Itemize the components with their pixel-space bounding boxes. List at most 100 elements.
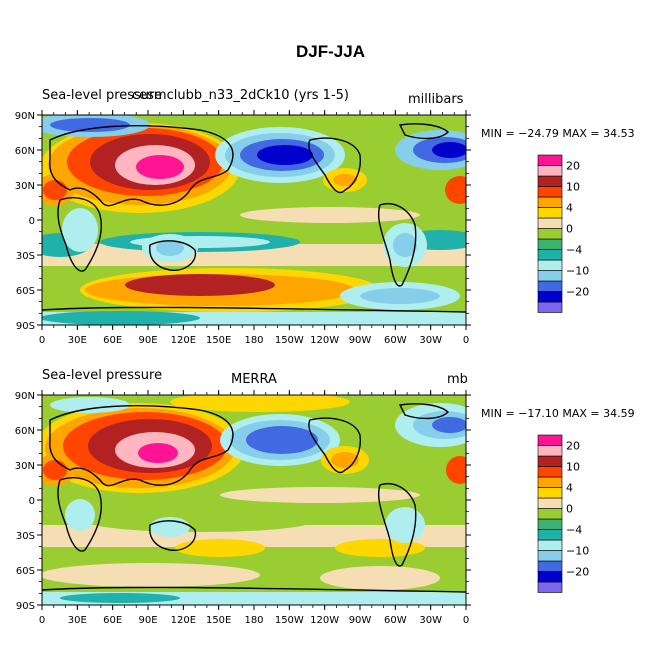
main-title: DJF-JJA: [296, 42, 365, 61]
lon-tick-label: 150W: [275, 615, 304, 626]
colorbar-swatch: [537, 280, 563, 292]
lon-tick-label: 90E: [138, 335, 157, 346]
colorbar-swatch: [537, 291, 563, 303]
colorbar-swatch: [537, 259, 563, 271]
lon-tick-label: 120E: [171, 335, 196, 346]
colorbar-swatch: [537, 476, 563, 488]
colorbar-swatch: [537, 455, 563, 467]
colorbar-swatch: [537, 539, 563, 551]
lon-tick-label: 120W: [310, 615, 339, 626]
colorbar-swatch: [537, 560, 563, 572]
colorbar-swatch: [537, 445, 563, 457]
colorbar-swatch: [537, 207, 563, 219]
colorbar-swatch: [537, 165, 563, 177]
panel-1-colorbar: −20 −10 −4 0 4 10 20: [537, 154, 589, 313]
colorbar-label: −20: [566, 286, 589, 299]
lat-tick-label: 90S: [16, 601, 35, 612]
colorbar-swatch: [537, 217, 563, 229]
panel-1-axes: 90N 60N 30N 0 30S 60S 90S 0 30E 60E 90E 120E 150E 180…: [15, 110, 471, 346]
lon-tick-label: 60E: [103, 615, 122, 626]
lon-tick-label: 90W: [349, 615, 372, 626]
colorbar-swatch: [537, 518, 563, 530]
panel-2-minmax: MIN = −17.10 MAX = 34.59: [481, 407, 635, 420]
colorbar-label: 0: [566, 223, 573, 236]
panel-1-center-label: cesmclubb_n33_2dCk10 (yrs 1-5): [132, 88, 349, 103]
lon-tick-label: 30E: [68, 615, 87, 626]
colorbar-label: −20: [566, 566, 589, 579]
colorbar-swatch: [537, 238, 563, 250]
panel-2-axes: 90N 60N 30N 0 30S 60S 90S 0 30E 60E 90E 120E 150E 180…: [15, 390, 471, 626]
colorbar-label: 20: [566, 440, 580, 453]
panel-1-right-label: millibars: [408, 92, 464, 107]
lat-tick-label: 60N: [15, 146, 35, 157]
colorbar-swatch: [537, 508, 563, 520]
colorbar-label: −4: [566, 524, 582, 537]
lon-tick-label: 0: [463, 335, 469, 346]
lat-tick-label: 60S: [16, 286, 35, 297]
colorbar-swatch: [537, 301, 563, 313]
panel-1-left-label: Sea-level pressure: [42, 88, 163, 103]
colorbar-label: −10: [566, 265, 589, 278]
colorbar-swatch: [537, 434, 563, 446]
colorbar-swatch: [537, 154, 563, 166]
colorbar-swatch: [537, 270, 563, 282]
panel-2-map: [42, 395, 466, 605]
panel-2-left-label: Sea-level pressure: [42, 368, 163, 383]
lon-tick-label: 0: [463, 615, 469, 626]
lon-tick-label: 30W: [419, 335, 442, 346]
panel-1-map: [42, 115, 466, 325]
colorbar-swatch: [537, 186, 563, 198]
colorbar-swatch: [537, 487, 563, 499]
lat-tick-label: 90S: [16, 321, 35, 332]
lon-tick-label: 150W: [275, 335, 304, 346]
colorbar-swatch: [537, 228, 563, 240]
colorbar-label: −10: [566, 545, 589, 558]
colorbar-label: 4: [566, 202, 573, 215]
colorbar-label: 0: [566, 503, 573, 516]
lat-tick-label: 60N: [15, 426, 35, 437]
colorbar-swatch: [537, 175, 563, 187]
lat-tick-label: 0: [29, 496, 35, 507]
colorbar-swatch: [537, 249, 563, 261]
colorbar-swatch: [537, 196, 563, 208]
lat-tick-label: 90N: [15, 391, 35, 402]
lon-tick-label: 120W: [310, 335, 339, 346]
lat-tick-label: 90N: [15, 111, 35, 122]
lat-tick-label: 30N: [15, 181, 35, 192]
lon-tick-label: 90W: [349, 335, 372, 346]
colorbar-label: 10: [566, 181, 580, 194]
panel-2-right-label: mb: [447, 372, 468, 387]
lat-tick-label: 30S: [16, 531, 35, 542]
colorbar-swatch: [537, 550, 563, 562]
panel-2-center-label: MERRA: [231, 372, 277, 387]
lon-tick-label: 60W: [384, 615, 407, 626]
lon-tick-label: 120E: [171, 615, 196, 626]
lon-tick-label: 150E: [206, 335, 231, 346]
colorbar-label: 10: [566, 461, 580, 474]
lat-tick-label: 60S: [16, 566, 35, 577]
lon-tick-label: 0: [39, 335, 45, 346]
colorbar-label: 4: [566, 482, 573, 495]
colorbar-label: −4: [566, 244, 582, 257]
panel-1-minmax: MIN = −24.79 MAX = 34.53: [481, 127, 635, 140]
lon-tick-label: 180: [244, 335, 263, 346]
lon-tick-label: 0: [39, 615, 45, 626]
colorbar-swatch: [537, 581, 563, 593]
colorbar-swatch: [537, 529, 563, 541]
colorbar-swatch: [537, 466, 563, 478]
lat-tick-label: 30S: [16, 251, 35, 262]
lat-tick-label: 0: [29, 216, 35, 227]
lon-tick-label: 60W: [384, 335, 407, 346]
lon-tick-label: 60E: [103, 335, 122, 346]
lon-tick-label: 180: [244, 615, 263, 626]
lon-tick-label: 30W: [419, 615, 442, 626]
lat-tick-label: 30N: [15, 461, 35, 472]
lon-tick-label: 90E: [138, 615, 157, 626]
colorbar-swatch: [537, 571, 563, 583]
lon-tick-label: 150E: [206, 615, 231, 626]
lon-tick-label: 30E: [68, 335, 87, 346]
colorbar-swatch: [537, 497, 563, 509]
panel-2-colorbar: −20 −10 −4 0 4 10 20: [537, 434, 589, 593]
colorbar-label: 20: [566, 160, 580, 173]
